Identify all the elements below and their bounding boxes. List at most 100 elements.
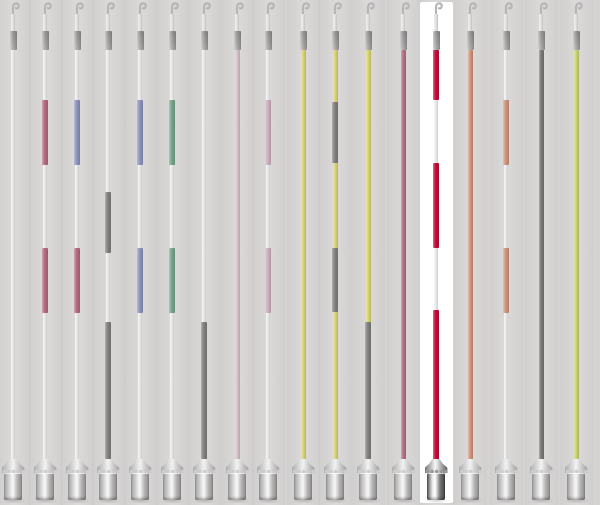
tip-neck — [434, 14, 438, 32]
shaft-segment-2 — [332, 248, 338, 312]
shaft-segment-1 — [105, 192, 111, 253]
pole-option-14[interactable] — [419, 0, 453, 505]
base-collar-bumps — [1, 469, 25, 474]
pole-option-4[interactable] — [91, 0, 125, 505]
grip-band — [537, 31, 545, 50]
tip-neck — [468, 14, 472, 32]
shaft — [202, 50, 206, 462]
base-shadow — [455, 497, 485, 504]
shaft-segment-1 — [332, 102, 338, 163]
base-cylinder — [294, 473, 312, 500]
grip-band — [9, 31, 17, 50]
tip-neck — [574, 14, 578, 32]
hook-tip-icon — [574, 2, 583, 16]
base-cylinder — [228, 473, 246, 500]
shaft — [234, 50, 240, 462]
tip-neck — [401, 14, 405, 32]
base-mount — [96, 459, 121, 502]
base-shadow — [388, 497, 418, 504]
tip-neck — [366, 14, 370, 32]
base-collar-bumps — [529, 469, 553, 474]
pole-option-3[interactable] — [60, 0, 94, 505]
base-collar-bumps — [192, 469, 216, 474]
base-cylinder — [4, 473, 22, 500]
base-cylinder — [326, 473, 344, 500]
shaft — [11, 50, 15, 462]
hook-tip-icon — [301, 2, 310, 16]
base-mount — [564, 459, 589, 502]
base-collar-bumps — [494, 469, 518, 474]
tip-neck — [43, 14, 47, 32]
pole-option-10[interactable] — [286, 0, 320, 505]
tip-neck — [106, 14, 110, 32]
grip-band — [399, 31, 407, 50]
base-cylinder — [532, 473, 550, 500]
pole-option-2[interactable] — [28, 0, 62, 505]
tip-neck — [266, 14, 270, 32]
pole-option-13[interactable] — [386, 0, 420, 505]
hook-tip-icon — [333, 2, 342, 16]
grip-band — [168, 31, 176, 50]
pole-option-15[interactable] — [453, 0, 487, 505]
tip-neck — [539, 14, 543, 32]
tip-neck — [202, 14, 206, 32]
base-mount — [529, 459, 554, 502]
pole-option-7[interactable] — [187, 0, 221, 505]
base-mount — [291, 459, 316, 502]
base-mount — [160, 459, 185, 502]
grip-band — [200, 31, 208, 50]
base-shadow — [526, 497, 556, 504]
tip-neck — [170, 14, 174, 32]
base-shadow — [561, 497, 591, 504]
shaft-segment-2 — [42, 248, 48, 313]
base-collar-bumps — [291, 469, 315, 474]
base-shadow — [157, 497, 187, 504]
pole-option-12[interactable] — [351, 0, 385, 505]
shaft-segment-2 — [105, 322, 111, 462]
grip-band — [41, 31, 49, 50]
shaft-segment-2 — [503, 248, 509, 313]
pole-option-16[interactable] — [489, 0, 523, 505]
hook-tip-icon — [106, 2, 115, 16]
shaft-segment-2 — [137, 248, 143, 313]
hook-tip-icon — [434, 2, 443, 16]
base-cylinder — [99, 473, 117, 500]
shaft-segment-2 — [169, 248, 175, 313]
grip-band — [104, 31, 112, 50]
pole-option-17[interactable] — [524, 0, 558, 505]
pole-option-18[interactable] — [559, 0, 593, 505]
base-collar-bumps — [128, 469, 152, 474]
pole-option-11[interactable] — [318, 0, 352, 505]
base-mount — [128, 459, 153, 502]
pole-option-6[interactable] — [155, 0, 189, 505]
grip-band — [73, 31, 81, 50]
hook-tip-icon — [138, 2, 147, 16]
base-cylinder — [394, 473, 412, 500]
shaft — [365, 50, 371, 462]
base-cylinder — [36, 473, 54, 500]
shaft-segment-1 — [74, 100, 80, 165]
base-cylinder — [359, 473, 377, 500]
base-shadow — [320, 497, 350, 504]
pole-option-5[interactable] — [123, 0, 157, 505]
base-collar-bumps — [33, 469, 57, 474]
hook-tip-icon — [170, 2, 179, 16]
pole-option-8[interactable] — [220, 0, 254, 505]
pole-option-1[interactable] — [0, 0, 30, 505]
shaft — [538, 50, 544, 462]
grip-band — [364, 31, 372, 50]
hook-tip-icon — [468, 2, 477, 16]
shaft — [300, 50, 306, 462]
base-collar-bumps — [323, 469, 347, 474]
shaft-segment-1 — [42, 100, 48, 165]
base-cylinder — [68, 473, 86, 500]
shaft-segment-3 — [433, 310, 439, 462]
base-cylinder — [163, 473, 181, 500]
base-mount — [33, 459, 58, 502]
base-mount — [256, 459, 281, 502]
hook-tip-icon — [504, 2, 513, 16]
base-shadow — [222, 497, 252, 504]
pole-option-9[interactable] — [251, 0, 285, 505]
hook-tip-icon — [266, 2, 275, 16]
